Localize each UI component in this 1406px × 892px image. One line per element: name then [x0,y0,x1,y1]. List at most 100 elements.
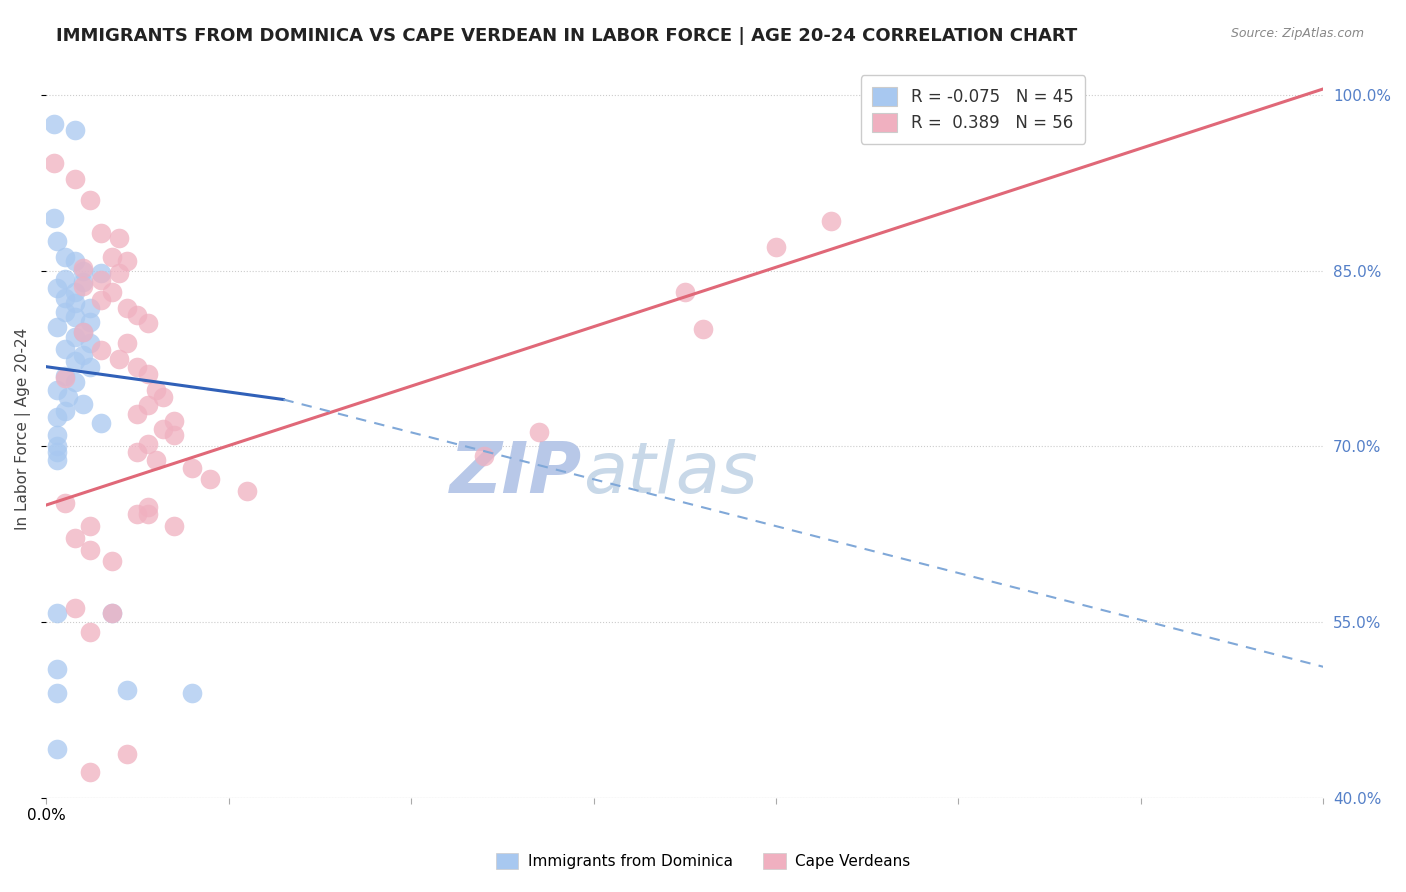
Text: atlas: atlas [582,439,758,508]
Point [152,390,174,404]
Point [127,508,149,522]
Point [90,293,112,307]
Point [181,460,204,475]
Point [46,281,69,295]
Point [90,266,112,280]
Point [101,285,124,299]
Point [127,359,149,374]
Point [72,263,94,277]
Point [46,234,69,248]
Point [79,519,101,533]
Point [673,285,696,299]
Point [79,301,101,315]
Point [53,369,76,384]
Point [65,310,87,325]
Point [79,336,101,351]
Point [115,683,138,698]
Point [72,261,94,276]
Point [53,404,76,418]
Point [42,211,65,225]
Point [90,226,112,240]
Point [79,765,101,780]
Point [46,662,69,676]
Point [472,449,495,463]
Point [53,291,76,305]
Point [692,322,714,336]
Point [53,496,76,510]
Point [820,214,842,228]
Point [138,437,160,451]
Point [72,348,94,362]
Point [79,359,101,374]
Point [53,371,76,385]
Point [46,383,69,397]
Point [46,453,69,467]
Point [145,453,167,467]
Point [152,422,174,436]
Point [115,336,138,351]
Point [65,296,87,310]
Point [46,410,69,425]
Point [79,315,101,329]
Point [138,367,160,381]
Point [53,250,76,264]
Point [42,117,65,131]
Point [527,425,550,440]
Point [90,343,112,358]
Point [65,531,87,545]
Point [72,397,94,411]
Point [46,427,69,442]
Text: IMMIGRANTS FROM DOMINICA VS CAPE VERDEAN IN LABOR FORCE | AGE 20-24 CORRELATION : IMMIGRANTS FROM DOMINICA VS CAPE VERDEAN… [56,27,1077,45]
Point [138,500,160,515]
Point [65,601,87,615]
Text: Source: ZipAtlas.com: Source: ZipAtlas.com [1230,27,1364,40]
Point [90,416,112,430]
Point [236,483,259,498]
Point [42,155,65,169]
Point [101,554,124,568]
Point [65,254,87,268]
Text: ZIP: ZIP [450,439,582,508]
Point [65,172,87,186]
Point [138,508,160,522]
Point [65,330,87,344]
Point [163,414,186,428]
Point [53,342,76,356]
Point [163,519,186,533]
Point [101,606,124,620]
Point [108,266,131,280]
Point [108,351,131,366]
Point [46,439,69,453]
Point [765,240,787,254]
Point [46,445,69,459]
Point [101,250,124,264]
Point [65,354,87,368]
Point [163,427,186,442]
Point [108,231,131,245]
Point [115,301,138,315]
Point [72,278,94,293]
Point [46,319,69,334]
Point [72,325,94,339]
Point [79,194,101,208]
Point [65,285,87,299]
Point [65,123,87,137]
Point [46,741,69,756]
Point [145,383,167,397]
Point [79,542,101,557]
Point [138,398,160,412]
Point [46,606,69,620]
Point [90,273,112,287]
Legend: R = -0.075   N = 45, R =  0.389   N = 56: R = -0.075 N = 45, R = 0.389 N = 56 [860,75,1085,144]
Point [72,325,94,339]
Point [115,254,138,268]
Point [53,304,76,318]
Point [138,316,160,330]
Point [127,407,149,421]
Point [65,375,87,389]
Point [46,685,69,699]
Point [181,685,204,699]
Legend: Immigrants from Dominica, Cape Verdeans: Immigrants from Dominica, Cape Verdeans [489,847,917,875]
Point [200,472,222,486]
Point [79,624,101,639]
